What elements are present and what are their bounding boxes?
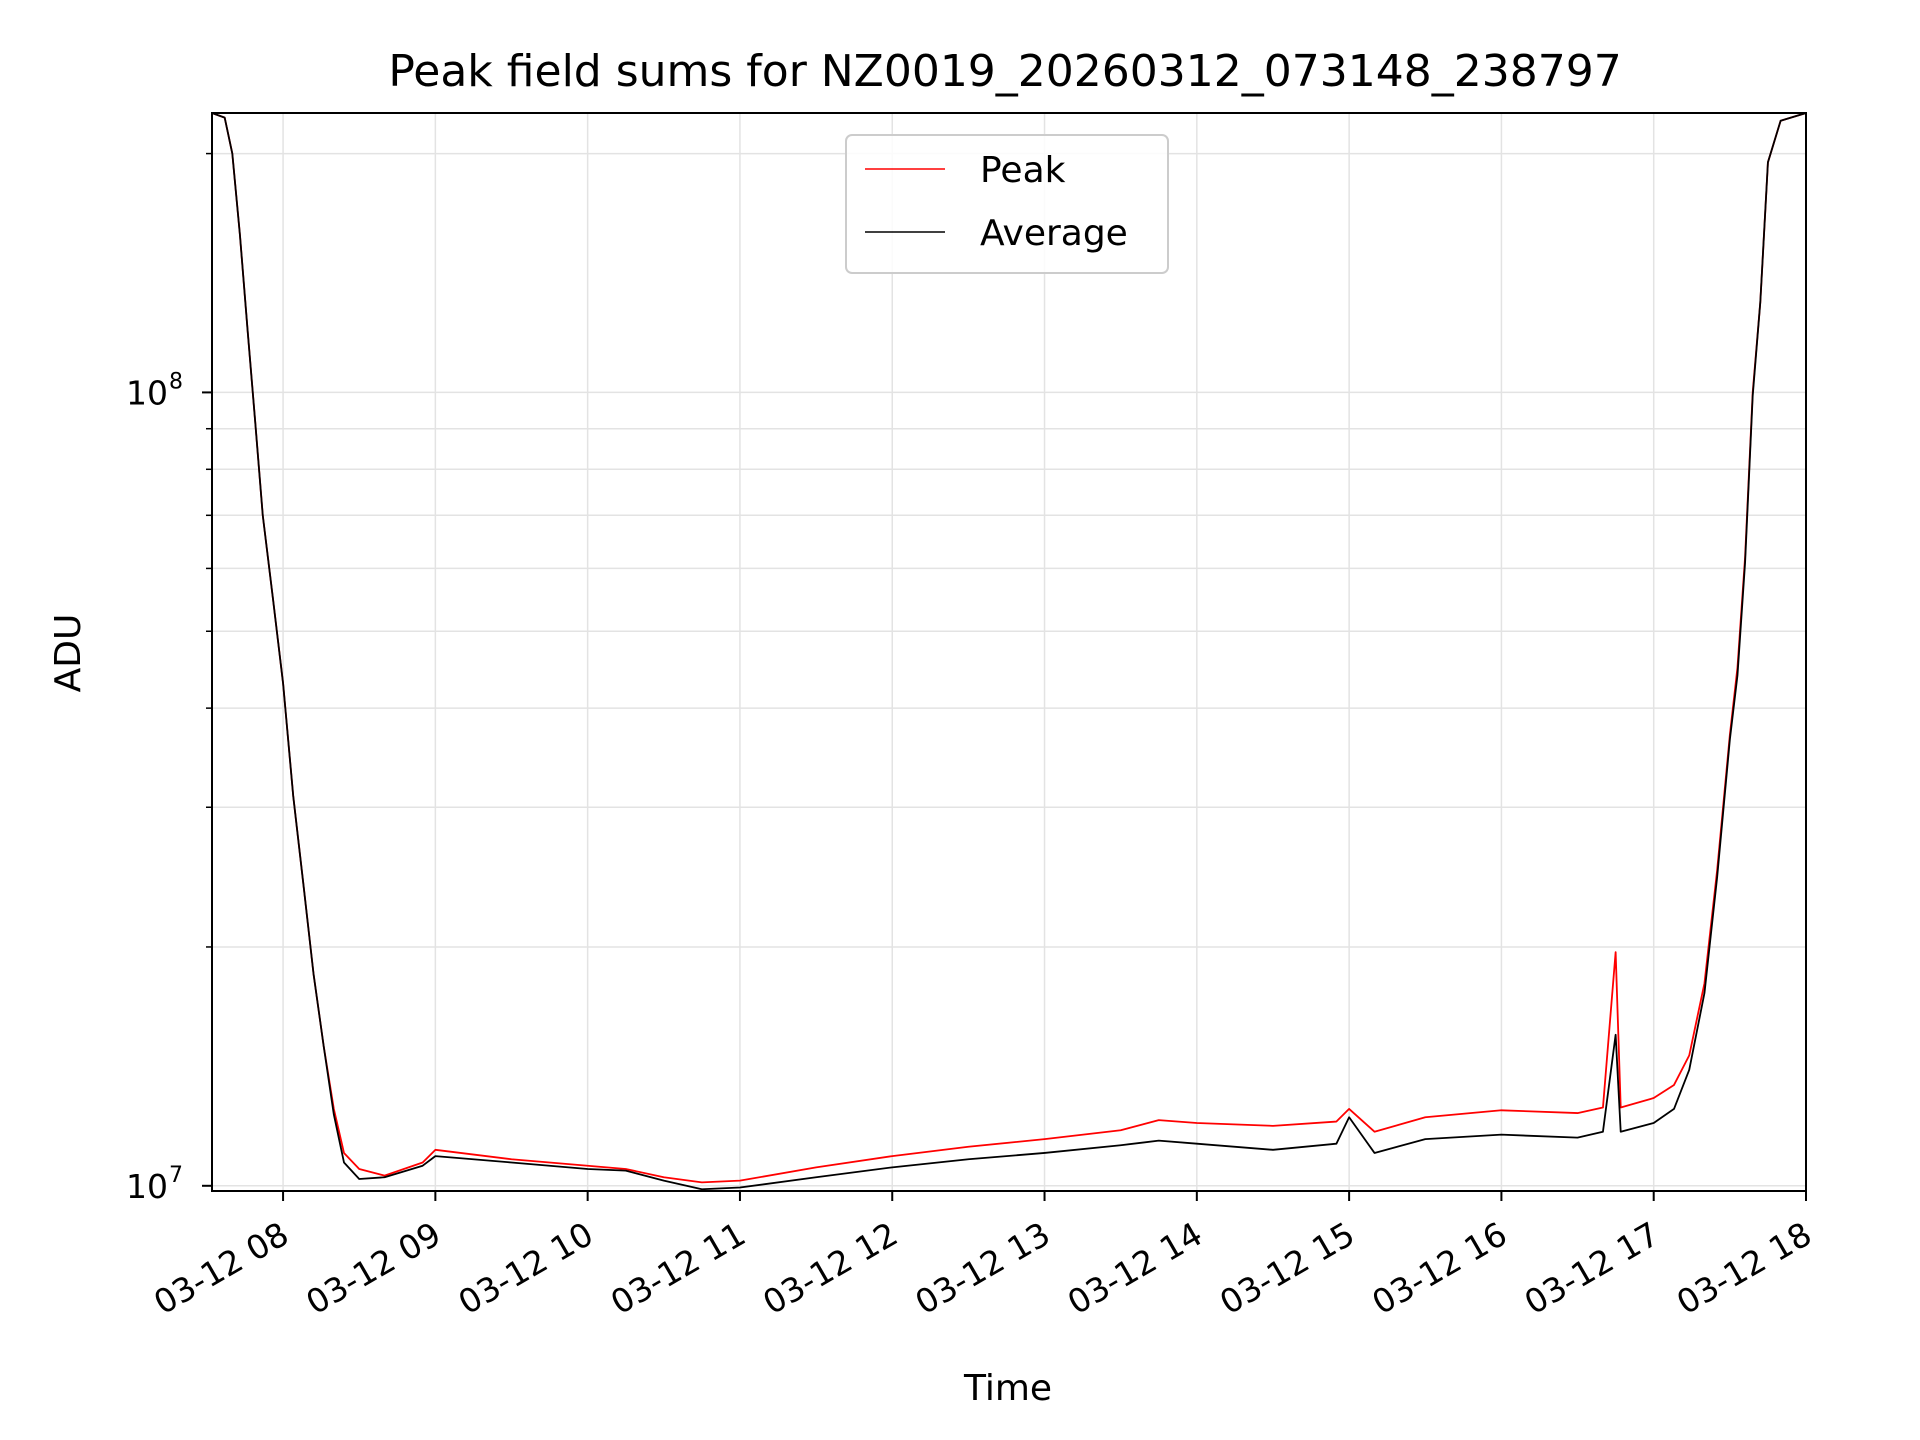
series-layer [212,113,1806,1191]
y-tick-label-exp-0: 7 [169,1163,183,1188]
y-tick-label-exp-1: 8 [169,369,183,394]
chart-title: Peak field sums for NZ0019_20260312_0731… [388,46,1621,97]
series-line-average [212,113,1806,1191]
y-tick-label-base-0: 10 [126,1167,168,1206]
y-axis-label: ADU [48,614,89,693]
x-axis-label: Time [963,1368,1052,1409]
y-tick-label-base-1: 10 [126,373,168,412]
legend-peak-label: Peak [980,150,1066,191]
legend-average-label: Average [980,213,1128,254]
plot-frame [211,112,1807,1192]
legend: Peak Average [845,134,1169,274]
